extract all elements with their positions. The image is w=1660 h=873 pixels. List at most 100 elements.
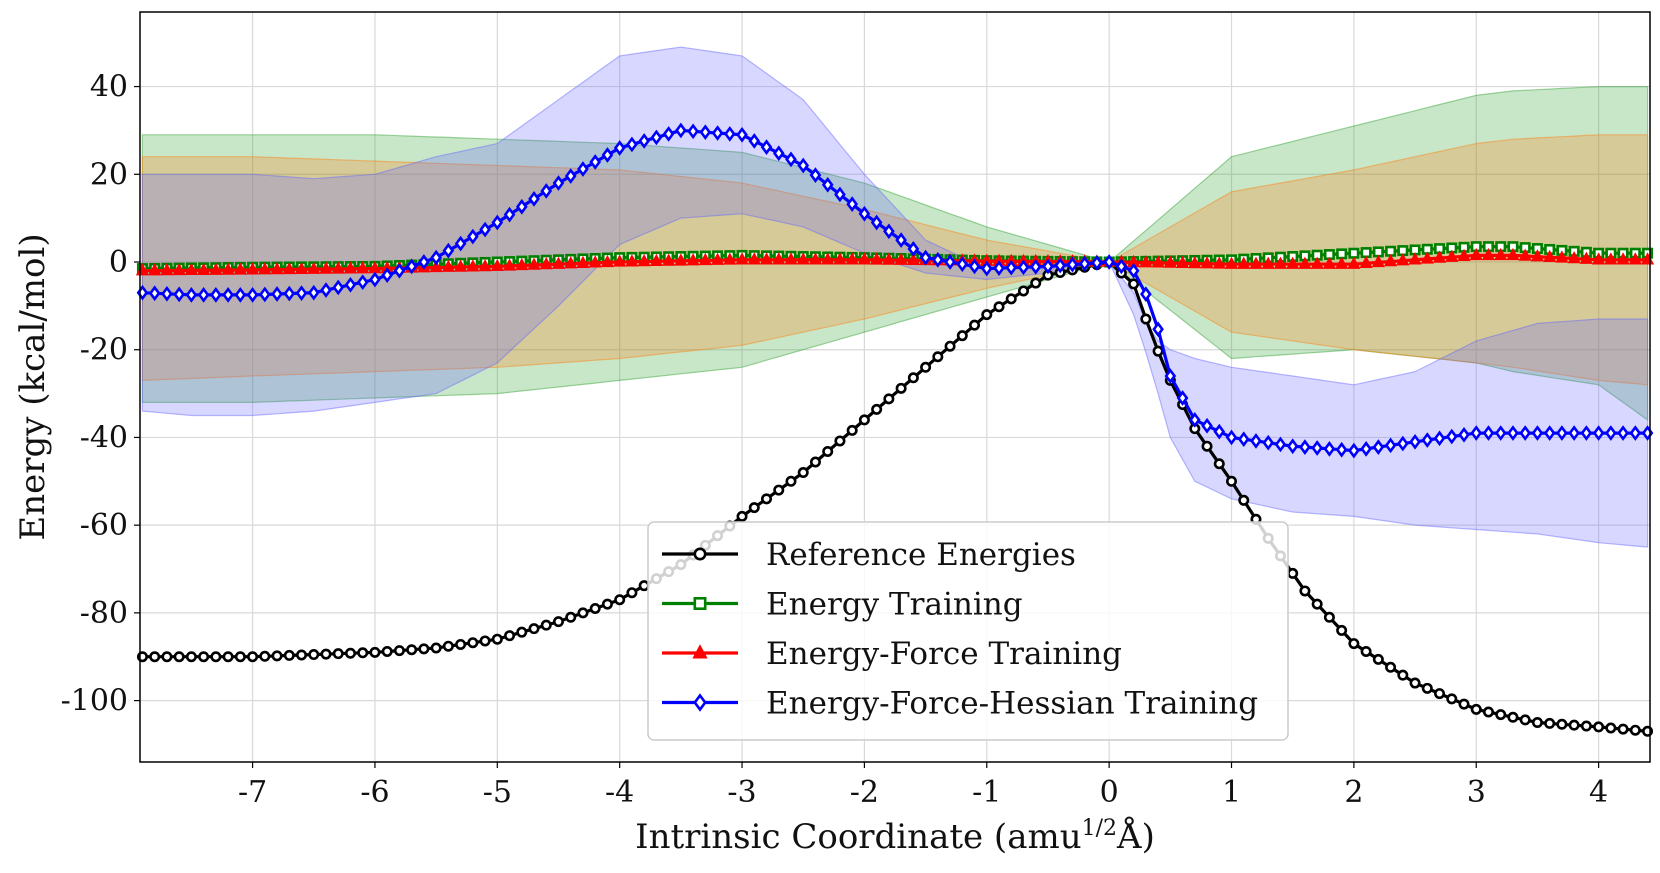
data-point xyxy=(662,253,676,266)
data-point xyxy=(491,633,503,645)
data-point xyxy=(845,252,859,265)
data-point xyxy=(528,190,540,207)
data-point xyxy=(504,630,516,642)
data-point xyxy=(944,254,956,270)
data-point xyxy=(1592,425,1605,441)
data-point xyxy=(711,125,724,141)
data-point xyxy=(369,646,381,658)
data-point xyxy=(430,249,442,266)
data-point xyxy=(1029,258,1042,275)
legend-marker xyxy=(692,644,708,659)
data-point xyxy=(736,126,748,143)
data-point xyxy=(209,262,223,275)
legend-marker xyxy=(693,596,707,610)
data-point xyxy=(185,287,198,303)
data-point xyxy=(1151,255,1165,268)
data-point xyxy=(932,351,944,363)
data-point xyxy=(1286,438,1299,455)
data-point xyxy=(540,619,552,631)
data-point xyxy=(895,232,907,248)
data-point xyxy=(1262,434,1275,451)
data-point xyxy=(418,254,430,270)
legend-label: Energy-Force-Hessian Training xyxy=(766,686,1258,722)
data-point xyxy=(1188,255,1202,269)
data-point xyxy=(1372,653,1384,665)
data-point xyxy=(1224,256,1239,269)
legend-entry-energy-force-hessian-training: Energy-Force-Hessian Training xyxy=(662,686,1258,722)
axis-ticks: -7 -6 -5 -4 -3 -2 -1 0 1 2 3 4 40 20 0 -20 -40 -60 -80 -100 xyxy=(61,70,1609,810)
data-point xyxy=(613,140,626,156)
series-energy-force-hessian-training xyxy=(136,122,1654,459)
data-point xyxy=(222,287,234,303)
data-point xyxy=(1212,256,1226,269)
data-point xyxy=(601,598,613,610)
y-tick-label: -100 xyxy=(61,684,128,719)
data-point xyxy=(1531,425,1544,441)
data-point xyxy=(1078,255,1091,272)
legend-label: Energy Training xyxy=(766,587,1023,623)
data-point xyxy=(258,262,272,275)
legend-marker xyxy=(693,547,707,561)
x-tick-label: -1 xyxy=(972,775,1001,810)
data-point xyxy=(515,198,528,215)
data-point xyxy=(1556,718,1568,730)
data-point xyxy=(1017,259,1030,276)
data-point xyxy=(1421,682,1433,694)
data-point xyxy=(1225,429,1238,446)
data-point xyxy=(1617,425,1629,441)
data-point xyxy=(1371,254,1385,268)
data-point xyxy=(723,126,736,142)
data-point xyxy=(234,651,246,663)
data-point xyxy=(502,258,517,271)
data-point xyxy=(1115,258,1128,275)
data-point xyxy=(1432,250,1447,263)
data-point xyxy=(307,284,320,301)
data-point xyxy=(308,649,320,661)
data-point xyxy=(1604,252,1618,265)
data-point xyxy=(797,467,809,479)
data-point xyxy=(381,267,393,284)
data-point xyxy=(1091,255,1103,271)
legend-label: Reference Energies xyxy=(766,537,1076,573)
data-point xyxy=(857,252,871,265)
data-point xyxy=(1298,256,1312,269)
data-point xyxy=(796,252,810,265)
data-point xyxy=(944,340,956,352)
data-point xyxy=(405,258,418,275)
legend-box xyxy=(647,521,1289,741)
data-point xyxy=(540,183,553,199)
data-point xyxy=(259,650,271,662)
data-point xyxy=(564,256,578,269)
data-point xyxy=(1152,345,1164,357)
data-point xyxy=(1458,698,1470,710)
data-point xyxy=(1017,285,1029,297)
data-point xyxy=(980,260,993,277)
data-point xyxy=(1507,425,1519,441)
data-point xyxy=(772,252,786,265)
data-point xyxy=(662,126,675,142)
data-point xyxy=(1568,425,1580,441)
series-line xyxy=(142,128,1648,453)
data-point xyxy=(1348,638,1360,650)
data-point xyxy=(1579,251,1593,264)
data-point xyxy=(1408,252,1422,265)
y-tick-label: -80 xyxy=(80,596,128,631)
data-point xyxy=(871,403,883,415)
data-point xyxy=(577,607,589,619)
plot-frame xyxy=(139,11,1651,763)
data-point xyxy=(1458,426,1470,443)
data-point xyxy=(649,253,663,267)
data-point xyxy=(148,285,161,302)
data-point xyxy=(1201,417,1213,434)
data-point xyxy=(1237,431,1250,448)
data-point xyxy=(1139,255,1153,268)
data-point xyxy=(601,147,614,163)
data-point xyxy=(773,484,785,496)
data-point xyxy=(173,651,185,663)
data-point xyxy=(687,123,699,140)
data-point xyxy=(1336,624,1348,636)
data-point xyxy=(1580,720,1592,732)
data-point xyxy=(981,309,993,321)
data-point xyxy=(1372,246,1384,258)
